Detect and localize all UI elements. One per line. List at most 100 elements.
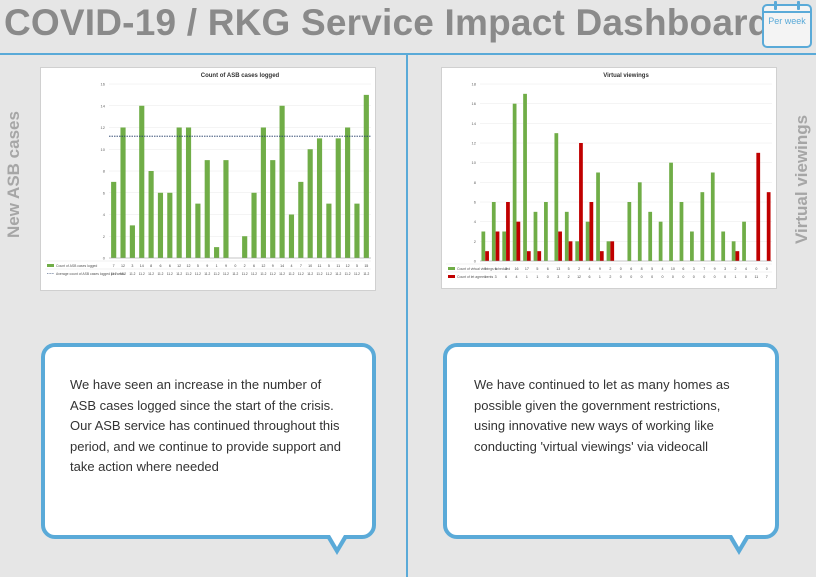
viewings-bar [568,241,573,261]
viewings-table-value: 4 [516,275,518,279]
asb-y-tick-label: 6 [103,190,106,195]
viewings-table-value: 2 [609,267,611,271]
asb-table-avg-value: 11.2 [270,272,276,276]
asb-callout: We have seen an increase in the number o… [41,343,376,539]
viewings-bar [564,211,569,261]
viewings-bar [485,251,489,261]
viewings-bar [585,221,590,261]
viewings-table-value: 4 [745,267,747,271]
viewings-bar [679,202,684,261]
asb-bar [363,94,369,258]
viewings-bar [502,231,507,261]
viewings-bar [742,221,746,261]
viewings-bar [575,241,580,261]
viewings-table-value: 10 [671,267,675,271]
viewings-bar [481,231,486,261]
viewings-chart: Virtual viewings 0 2 4 6 8 10 12 14 16 18 Count of … [441,67,777,289]
asb-table-value: 2 [244,264,246,268]
asb-bar [335,138,341,258]
viewings-chart-title: Virtual viewings [603,73,649,79]
asb-table-value: 12 [187,264,191,268]
asb-table-value: 9 [272,264,274,268]
viewings-table-value: 0 [703,275,705,279]
viewings-bar [526,251,531,261]
viewings-table-value: 0 [745,275,747,279]
asb-table-avg-value: 11.2 [317,272,323,276]
viewings-legend-label: Count of let agreements [457,275,493,279]
viewings-table-value: 0 [766,267,768,271]
calendar-icon: Per week [762,1,812,48]
asb-y-tick-label: 8 [103,169,106,174]
viewings-y-tick-label: 16 [472,101,477,106]
viewings-table-value: 6 [505,275,507,279]
asb-table-avg-value: 11.2 [111,272,117,276]
asb-bar [176,127,182,258]
asb-table-value: 5 [328,264,330,268]
asb-bar [185,127,192,258]
asb-table-avg-value: 11.2 [345,272,351,276]
viewings-table-value: 16 [515,267,519,271]
asb-table-value: 9 [225,264,227,268]
viewings-bar [554,133,559,261]
asb-table-value: 12 [261,264,265,268]
asb-table-avg-value: 11.2 [157,272,163,276]
asb-table-value: 6 [169,264,171,268]
asb-table-avg-value: 11.2 [326,272,332,276]
page-title: COVID-19 / RKG Service Impact Dashboard [4,2,771,43]
asb-table-value: 14 [280,264,284,268]
asb-table-value: 12 [177,264,181,268]
asb-table-value: 12 [121,264,125,268]
asb-bar [167,192,173,258]
asb-table-value: 15 [364,264,368,268]
asb-table-avg-value: 11.2 [195,272,201,276]
viewings-bar [735,251,740,261]
asb-table-value: 1 [216,264,218,268]
viewings-table-value: 11 [754,275,758,279]
asb-table-value: 12 [346,264,350,268]
viewings-table-value: 0 [693,275,695,279]
asb-table-avg-value: 11.2 [129,272,135,276]
viewings-bar [648,211,653,261]
asb-bar [120,127,126,258]
viewings-bar [544,202,548,261]
viewings-bar [700,192,705,261]
asb-table-avg-value: 11.2 [288,272,294,276]
viewings-bar [721,231,726,261]
viewings-bar [610,241,615,261]
viewings-table-value: 2 [609,275,611,279]
viewings-bar [589,202,594,261]
viewings-y-tick-label: 18 [472,82,477,87]
asb-bar [260,127,266,258]
viewings-table-value: 0 [641,275,643,279]
viewings-table-value: 0 [682,275,684,279]
asb-table-avg-value: 11.2 [298,272,304,276]
asb-y-tick-label: 10 [101,147,106,152]
viewings-bar [579,143,583,261]
viewings-table-value: 0 [724,275,726,279]
viewings-bar [627,202,632,261]
side-label-viewings: Virtual viewings [792,114,811,244]
asb-y-tick-label: 4 [103,212,106,217]
viewings-legend-swatch [448,275,455,278]
asb-table-avg-value: 11.2 [223,272,229,276]
asb-bar [242,236,248,258]
asb-bar [316,138,323,258]
viewings-bar [669,162,673,261]
asb-y-tick-label: 12 [101,125,106,130]
viewings-bar [533,211,538,261]
asb-callout-tail [325,535,349,555]
asb-bar [251,192,257,258]
viewings-table-value: 6 [495,267,497,271]
viewings-table-value: 1 [536,275,538,279]
viewings-bar [512,103,517,261]
viewings-y-tick-label: 6 [474,200,477,205]
viewings-table-value: 0 [755,267,757,271]
viewings-bar [710,172,715,261]
asb-table-avg-value: 11.2 [307,272,313,276]
viewings-y-tick-label: 12 [472,141,477,146]
viewings-callout: We have continued to let as many homes a… [443,343,779,539]
asb-bar [204,160,210,258]
viewings-table-value: 0 [630,275,632,279]
asb-legend-label: Average count of ASB cases logged per we… [56,272,125,276]
